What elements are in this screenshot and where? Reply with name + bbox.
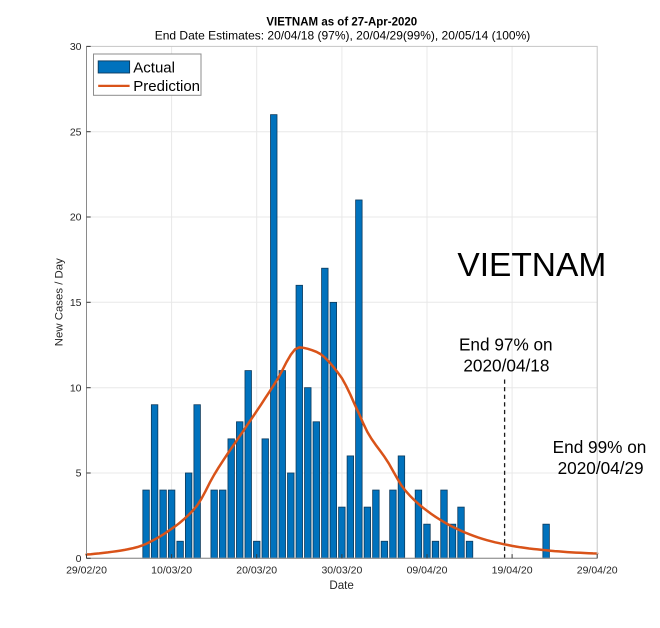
svg-text:09/04/20: 09/04/20 — [407, 565, 448, 577]
svg-text:VIETNAM: VIETNAM — [457, 247, 606, 284]
svg-text:End Date Estimates: 20/04/18 (: End Date Estimates: 20/04/18 (97%), 20/0… — [155, 29, 531, 43]
svg-text:0: 0 — [76, 553, 82, 565]
svg-text:10/03/20: 10/03/20 — [151, 565, 192, 577]
svg-text:VIETNAM as of 27-Apr-2020: VIETNAM as of 27-Apr-2020 — [266, 17, 417, 29]
svg-text:New Cases / Day: New Cases / Day — [54, 258, 66, 346]
svg-text:20: 20 — [70, 212, 82, 224]
svg-text:30: 30 — [70, 41, 82, 53]
svg-text:Prediction: Prediction — [133, 78, 200, 95]
svg-text:End 97% on: End 97% on — [459, 335, 553, 355]
svg-text:2020/04/18: 2020/04/18 — [463, 356, 549, 376]
svg-text:End 99% on: End 99% on — [553, 437, 647, 457]
svg-text:2020/04/29: 2020/04/29 — [558, 458, 644, 478]
svg-text:29/04/20: 29/04/20 — [577, 565, 618, 577]
svg-text:Actual: Actual — [133, 60, 175, 77]
svg-text:Date: Date — [329, 579, 354, 592]
svg-text:5: 5 — [76, 468, 82, 480]
svg-text:30/03/20: 30/03/20 — [321, 565, 362, 577]
svg-text:19/04/20: 19/04/20 — [492, 565, 533, 577]
svg-text:15: 15 — [70, 297, 82, 309]
svg-text:20/03/20: 20/03/20 — [236, 565, 277, 577]
svg-text:10: 10 — [70, 382, 82, 394]
svg-text:29/02/20: 29/02/20 — [66, 565, 107, 577]
svg-text:25: 25 — [70, 126, 82, 138]
